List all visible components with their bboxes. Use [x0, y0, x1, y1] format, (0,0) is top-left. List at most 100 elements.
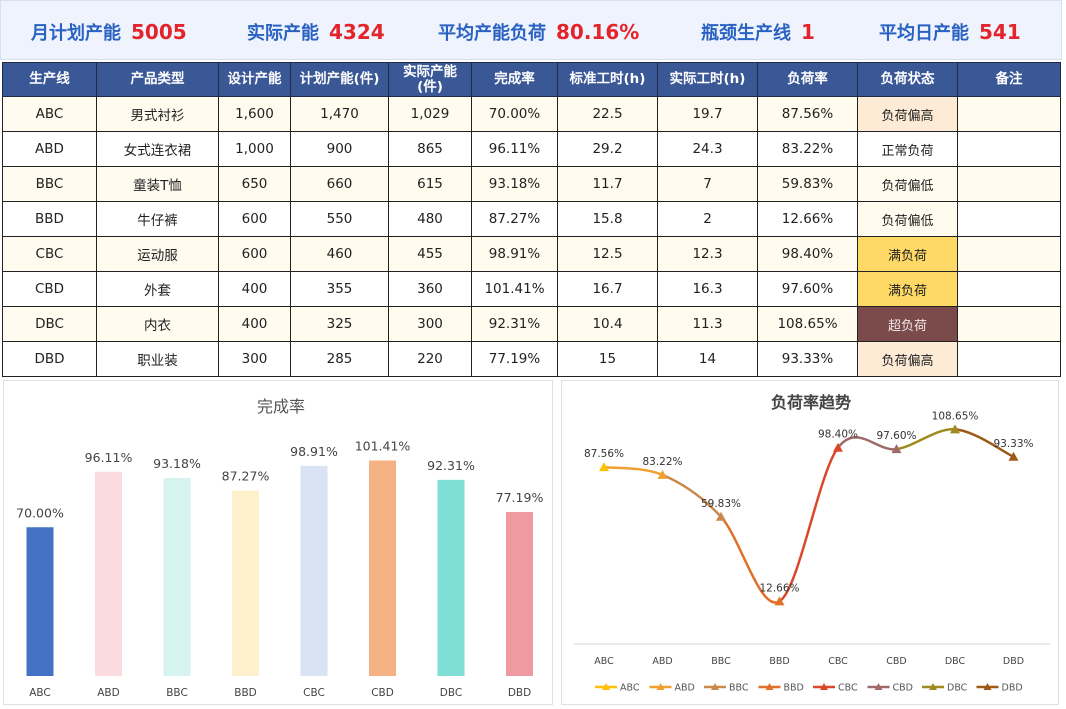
table-cell: 牛仔裤 — [96, 201, 219, 237]
bar-value-label: 87.27% — [222, 469, 270, 484]
table-cell: 865 — [388, 131, 472, 167]
bar-value-label: 77.19% — [496, 490, 544, 505]
line-point-marker — [599, 462, 609, 472]
line-segment — [778, 446, 840, 603]
legend-item[interactable]: CBC — [813, 683, 858, 694]
legend-swatch-marker — [929, 683, 937, 690]
remark-cell[interactable] — [957, 201, 1061, 237]
column-header[interactable]: 完成率 — [471, 62, 558, 97]
kpi-avg-load: 平均产能负荷 80.16% — [438, 19, 639, 47]
x-tick-label: CBC — [828, 656, 848, 667]
table-cell: BBD — [2, 201, 97, 237]
bar — [232, 490, 259, 676]
x-tick-label: ABD — [652, 656, 672, 667]
column-header[interactable]: 生产线 — [2, 62, 97, 97]
table-cell: 360 — [388, 271, 472, 307]
load-status-cell: 超负荷 — [857, 306, 958, 342]
legend-label: CBC — [838, 683, 858, 694]
remark-cell[interactable] — [957, 131, 1061, 167]
table-cell: CBD — [2, 271, 97, 307]
table-cell: 98.91% — [471, 236, 558, 272]
bar-value-label: 93.18% — [153, 456, 201, 471]
column-header[interactable]: 实际产能 (件) — [388, 62, 472, 97]
legend-item[interactable]: ABD — [649, 683, 695, 694]
column-header[interactable]: 实际工时(h) — [657, 62, 758, 97]
table-cell: 16.7 — [557, 271, 658, 307]
table-cell: 650 — [218, 166, 291, 202]
production-table: 生产线 产品类型 设计产能 计划产能(件) 实际产能 (件) 完成率 标准工时(h) 实际工时… — [2, 62, 1061, 377]
line-point-marker — [657, 469, 668, 479]
column-header[interactable]: 备注 — [957, 62, 1061, 97]
kpi-label: 瓶颈生产线 — [701, 23, 791, 44]
table-cell: 职业装 — [96, 341, 219, 377]
kpi-value: 5005 — [131, 20, 187, 44]
legend-swatch-marker — [874, 683, 883, 690]
kpi-bottleneck-line: 瓶颈生产线 1 — [701, 19, 815, 47]
completion-rate-chart: 完成率 70.00% ABC 96.11% ABD 93.18% BBC 87.27% BBD… — [3, 380, 553, 705]
kpi-value: 80.16% — [556, 20, 640, 44]
load-status-cell: 负荷偏高 — [857, 341, 958, 377]
point-value-label: 59.83% — [701, 498, 741, 510]
table-cell: 59.83% — [757, 166, 858, 202]
table-cell: ABD — [2, 131, 97, 167]
kpi-value: 541 — [979, 20, 1021, 44]
table-cell: ABC — [2, 96, 97, 132]
table-cell: 29.2 — [557, 131, 658, 167]
legend-item[interactable]: DBD — [976, 683, 1023, 694]
table-cell: 11.7 — [557, 166, 658, 202]
load-trend-svg: 负荷率趋势 87.56% ABC 83.22% ABD 59.83% BBC 12.66% B… — [574, 393, 1050, 694]
bar — [26, 527, 54, 676]
remark-cell[interactable] — [957, 166, 1061, 202]
bar — [369, 460, 396, 676]
table-cell: 98.40% — [757, 236, 858, 272]
table-row: ABC 男式衬衫 1,600 1,470 1,029 70.00% 22.5 19.7 87.5… — [2, 96, 1061, 132]
table-cell: 92.31% — [471, 306, 558, 342]
remark-cell[interactable] — [957, 341, 1061, 377]
remark-cell[interactable] — [957, 271, 1061, 307]
table-row: BBC 童装T恤 650 660 615 93.18% 11.7 7 59.83% 负荷偏低 — [2, 166, 1061, 202]
column-header[interactable]: 产品类型 — [96, 62, 219, 97]
table-cell: 1,000 — [218, 131, 291, 167]
table-cell: 400 — [218, 271, 291, 307]
column-header[interactable]: 标准工时(h) — [557, 62, 658, 97]
table-cell: 300 — [388, 306, 472, 342]
table-cell: 1,470 — [290, 96, 389, 132]
legend-label: DBC — [947, 683, 968, 694]
column-header[interactable]: 负荷状态 — [857, 62, 958, 97]
load-status-cell: 满负荷 — [857, 271, 958, 307]
table-row: DBC 内衣 400 325 300 92.31% 10.4 11.3 108.65% 超负荷 — [2, 306, 1061, 342]
table-cell: 运动服 — [96, 236, 219, 272]
load-trend-chart: 负荷率趋势 87.56% ABC 83.22% ABD 59.83% BBC 12.66% B… — [561, 380, 1059, 705]
column-header[interactable]: 负荷率 — [757, 62, 858, 97]
legend-item[interactable]: CBD — [867, 683, 913, 694]
table-cell: 男式衬衫 — [96, 96, 219, 132]
table-cell: 480 — [388, 201, 472, 237]
column-header[interactable]: 计划产能(件) — [290, 62, 389, 97]
x-tick-label: ABC — [29, 687, 51, 699]
table-row: CBC 运动服 600 460 455 98.91% 12.5 12.3 98.40% 满负荷 — [2, 236, 1061, 272]
table-cell: 22.5 — [557, 96, 658, 132]
remark-cell[interactable] — [957, 236, 1061, 272]
kpi-label: 实际产能 — [247, 23, 319, 44]
bar — [300, 465, 328, 676]
legend-item[interactable]: DBC — [922, 683, 968, 694]
x-tick-label: BBD — [234, 687, 257, 699]
x-tick-label: ABC — [594, 656, 614, 667]
remark-cell[interactable] — [957, 96, 1061, 132]
load-status-cell: 负荷偏低 — [857, 201, 958, 237]
kpi-bar: 月计划产能 5005 实际产能 4324 平均产能负荷 80.16% 瓶颈生产线… — [0, 0, 1062, 60]
completion-rate-svg: 完成率 70.00% ABC 96.11% ABD 93.18% BBC 87.27% BBD… — [16, 397, 544, 699]
remark-cell[interactable] — [957, 306, 1061, 342]
legend-item[interactable]: BBD — [758, 683, 804, 694]
legend-swatch-marker — [820, 683, 828, 690]
table-cell: 19.7 — [657, 96, 758, 132]
legend-item[interactable]: ABC — [595, 683, 640, 694]
line-point-marker — [716, 511, 726, 521]
legend-item[interactable]: BBC — [704, 683, 749, 694]
kpi-label: 月计划产能 — [31, 23, 121, 44]
bar-value-label: 96.11% — [85, 450, 133, 465]
column-header[interactable]: 设计产能 — [218, 62, 291, 97]
legend-label: DBD — [1002, 683, 1023, 694]
line-segment — [603, 465, 663, 477]
table-cell: 77.19% — [471, 341, 558, 377]
